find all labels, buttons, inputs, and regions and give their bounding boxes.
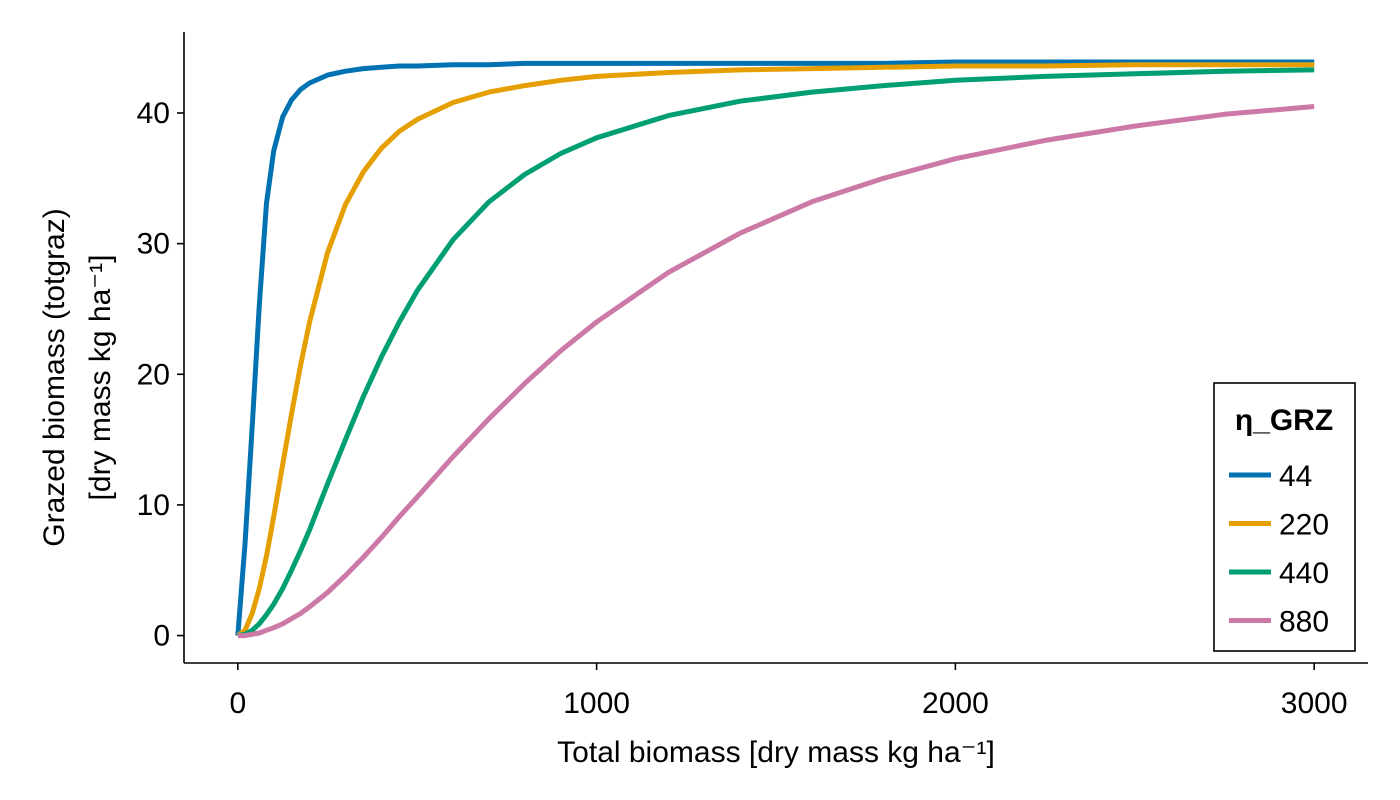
legend-label-440: 440 [1279, 557, 1329, 590]
y-tick-label: 0 [153, 620, 170, 653]
y-ticks: 0 10 20 30 40 [137, 97, 184, 653]
x-tick-label: 2000 [922, 687, 989, 720]
legend-label-44: 44 [1279, 460, 1312, 493]
series-line-880 [237, 104, 1315, 639]
legend-label-880: 880 [1279, 606, 1329, 639]
x-tick-label: 3000 [1281, 687, 1348, 720]
y-axis-title-line2: [dry mass kg ha⁻¹] [84, 255, 117, 501]
legend-box [1213, 382, 1356, 652]
y-tick-label: 20 [137, 358, 170, 391]
legend: η_GRZ 44 220 440 880 [1213, 382, 1356, 652]
series-line-440 [237, 67, 1315, 639]
legend-items: 44 220 440 880 [1229, 460, 1329, 639]
legend-label-220: 220 [1279, 509, 1329, 542]
y-axis-title: Grazed biomass (totgraz) [dry mass kg ha… [38, 208, 117, 546]
legend-title: η_GRZ [1235, 404, 1333, 437]
x-tick-label: 1000 [563, 687, 630, 720]
y-tick-label: 30 [137, 228, 170, 261]
y-axis-title-line1: Grazed biomass (totgraz) [38, 208, 71, 546]
x-ticks: 0 1000 2000 3000 [229, 663, 1348, 720]
x-axis-title: Total biomass [dry mass kg ha⁻¹] [557, 736, 995, 769]
plot-area [235, 59, 1315, 639]
x-tick-label: 0 [229, 687, 246, 720]
y-tick-label: 40 [137, 97, 170, 130]
series-line-44 [235, 59, 1315, 636]
axes: 0 1000 2000 3000 0 10 20 30 40 [137, 32, 1368, 720]
y-tick-label: 10 [137, 489, 170, 522]
series-line-220 [236, 62, 1315, 638]
